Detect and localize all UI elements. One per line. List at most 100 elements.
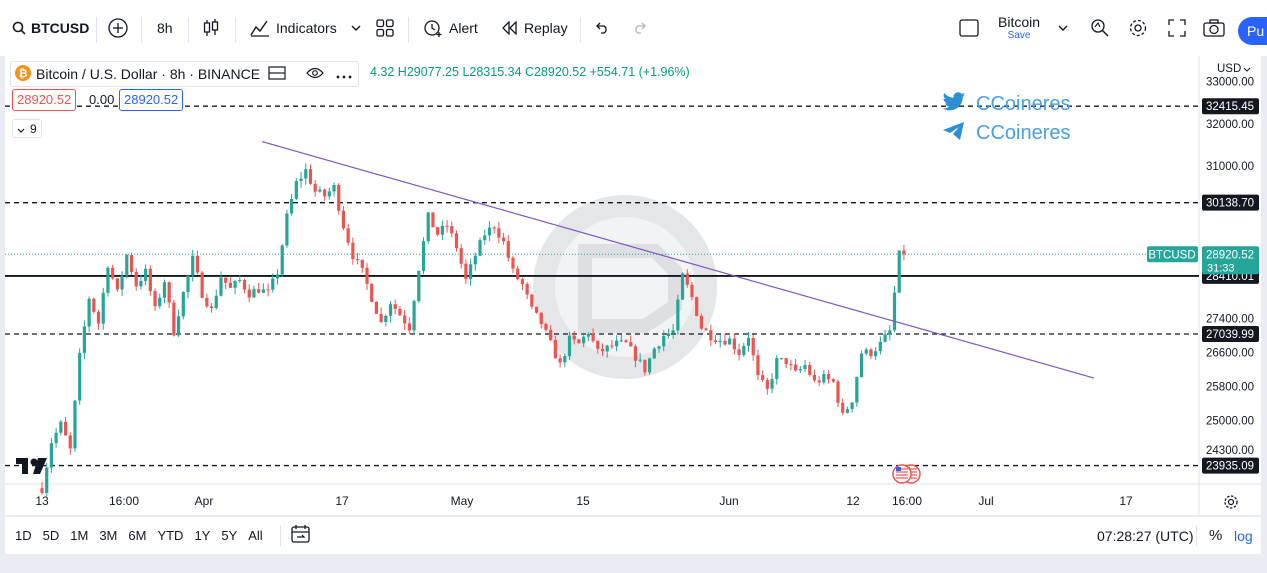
alert-button[interactable]: Alert xyxy=(423,0,478,56)
range-1m[interactable]: 1M xyxy=(70,528,89,543)
candle-body xyxy=(45,467,49,493)
candle xyxy=(859,350,864,378)
candle xyxy=(384,314,388,327)
candle xyxy=(511,255,515,274)
settings-button[interactable] xyxy=(1128,0,1148,56)
symbol-search-button[interactable]: BTCUSD xyxy=(12,0,89,56)
candle-body xyxy=(209,306,214,309)
go-to-date-button[interactable] xyxy=(291,517,311,554)
level-price-badge: 32415.45 xyxy=(1202,98,1259,115)
candle xyxy=(115,278,119,292)
candle xyxy=(129,252,134,275)
range-5y[interactable]: 5Y xyxy=(221,528,238,543)
candle-body xyxy=(167,282,171,303)
indicators-toggle[interactable]: 9 xyxy=(12,119,42,138)
snapshot-button[interactable] xyxy=(1203,0,1225,56)
candle xyxy=(176,309,181,337)
candle-body xyxy=(370,283,374,302)
indicators-dropdown[interactable] xyxy=(351,0,361,56)
range-1y[interactable]: 1Y xyxy=(194,528,211,543)
candle xyxy=(775,354,779,385)
candle-body xyxy=(407,323,411,331)
candle xyxy=(855,376,859,407)
range-6m[interactable]: 6M xyxy=(128,528,147,543)
chart-type-button[interactable] xyxy=(202,0,220,56)
redo-button[interactable] xyxy=(632,0,648,56)
layout-select-button[interactable] xyxy=(959,0,979,56)
last-price-value: 28920.52 xyxy=(1206,249,1254,261)
candle-body xyxy=(417,270,421,302)
layout-button[interactable] xyxy=(376,0,394,56)
log-scale-toggle[interactable]: log xyxy=(1234,527,1253,544)
candle xyxy=(676,294,680,335)
range-5d[interactable]: 5D xyxy=(42,528,60,543)
percent-scale-toggle[interactable]: % xyxy=(1209,527,1223,544)
candle-body xyxy=(49,443,54,468)
replay-button[interactable]: Replay xyxy=(502,0,568,56)
indicators-label: Indicators xyxy=(276,20,337,36)
candle xyxy=(153,288,157,311)
watermark-logo-circle xyxy=(533,195,717,379)
candle-body xyxy=(864,349,868,354)
candle xyxy=(723,334,727,346)
candle xyxy=(172,299,176,337)
candle xyxy=(355,252,360,265)
save-layout-button[interactable]: Bitcoin Save xyxy=(998,0,1040,56)
layout-dropdown[interactable] xyxy=(1058,0,1068,56)
candle-body xyxy=(487,227,492,236)
buy-price[interactable]: 28920.52 xyxy=(119,89,184,111)
scale-settings-icon[interactable] xyxy=(1224,495,1238,509)
candle-body xyxy=(549,329,553,340)
candle-body xyxy=(426,212,430,242)
watermark-logo-mark xyxy=(578,244,682,333)
candle xyxy=(826,370,831,384)
chart-pane[interactable]: 33000.00 32000.00 31000.00 27400.00 26600.00… xyxy=(5,56,1261,515)
date-range-tabs: 1D 5D 1M 3M 6M YTD 1Y 5Y All xyxy=(15,517,263,554)
candle-body xyxy=(765,380,769,389)
compare-button[interactable] xyxy=(107,0,129,56)
twitter-bird-icon xyxy=(942,92,966,117)
range-all[interactable]: All xyxy=(248,528,263,543)
candle xyxy=(577,338,581,344)
candle xyxy=(506,235,510,262)
candle xyxy=(572,330,576,345)
candle-body xyxy=(572,335,576,340)
candle-body xyxy=(643,359,647,373)
candle-body xyxy=(398,308,402,316)
candle-body xyxy=(878,341,882,352)
candle xyxy=(530,293,534,309)
tv-logo-part xyxy=(16,458,28,474)
gear-center xyxy=(1227,498,1235,506)
candle-body xyxy=(638,359,642,361)
price-chart[interactable]: 33000.00 32000.00 31000.00 27400.00 26600.00… xyxy=(5,56,1261,515)
range-ytd[interactable]: YTD xyxy=(157,528,184,543)
symbol-label: BTCUSD xyxy=(31,20,90,36)
eye-icon[interactable] xyxy=(306,67,324,82)
candle xyxy=(671,323,675,339)
interval-button[interactable]: 8h xyxy=(157,0,173,56)
candle-body xyxy=(144,268,148,281)
candle-body xyxy=(855,377,859,403)
publish-button[interactable]: Pu xyxy=(1238,17,1267,45)
candle xyxy=(195,250,200,275)
quick-search-button[interactable] xyxy=(1090,0,1110,56)
candle-body xyxy=(516,268,520,280)
candle-body xyxy=(591,333,595,341)
sell-price[interactable]: 28920.52 xyxy=(12,89,77,111)
level-price-badge: 23935.09 xyxy=(1202,457,1259,474)
level-price-badge: 27039.99 xyxy=(1202,325,1259,342)
range-1d[interactable]: 1D xyxy=(15,528,32,543)
undo-button[interactable] xyxy=(594,0,610,56)
fullscreen-button[interactable] xyxy=(1168,0,1186,56)
candle-body xyxy=(605,345,609,352)
candle-body xyxy=(379,313,383,322)
candle-body xyxy=(859,353,864,378)
indicators-button[interactable]: Indicators xyxy=(250,0,337,56)
candle xyxy=(808,361,812,377)
candle-body xyxy=(558,358,562,363)
range-3m[interactable]: 3M xyxy=(99,528,118,543)
more-icon[interactable] xyxy=(336,67,352,82)
utc-clock[interactable]: 07:28:27 (UTC) xyxy=(1097,527,1194,544)
flag-canton xyxy=(896,467,901,471)
